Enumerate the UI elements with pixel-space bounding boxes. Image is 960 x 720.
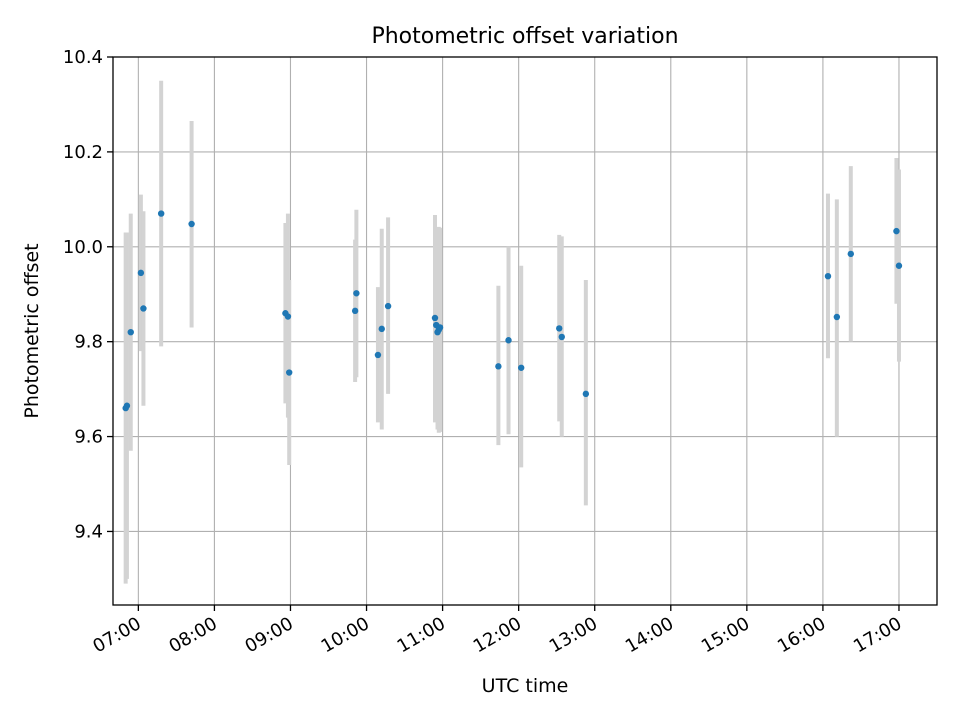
y-axis-label: Photometric offset	[21, 243, 43, 418]
data-point	[436, 324, 444, 331]
y-tick-label: 9.4	[74, 521, 103, 542]
data-point	[431, 314, 439, 322]
data-point	[188, 220, 195, 228]
data-point	[495, 363, 502, 370]
y-tick-label: 10.0	[63, 237, 103, 258]
data-point	[286, 369, 293, 376]
y-tick-label: 9.8	[74, 332, 103, 353]
y-tick-label: 10.2	[63, 142, 103, 163]
data-point	[847, 250, 854, 258]
data-point	[123, 402, 131, 409]
data-point	[833, 313, 841, 321]
data-point	[895, 262, 903, 269]
data-point	[824, 273, 832, 280]
y-tick-label: 9.6	[74, 427, 103, 448]
data-point	[505, 337, 512, 344]
data-point	[558, 333, 565, 341]
data-point	[893, 227, 900, 235]
data-point	[378, 325, 385, 333]
x-axis-label: UTC time	[482, 675, 569, 697]
data-point	[284, 313, 292, 320]
data-point	[140, 305, 147, 312]
data-point	[353, 290, 360, 297]
data-point	[374, 351, 382, 359]
chart-title: Photometric offset variation	[371, 24, 678, 49]
data-point	[517, 364, 525, 371]
data-point	[127, 328, 134, 336]
data-points	[122, 210, 903, 412]
data-point	[351, 307, 359, 315]
plot-frame	[112, 56, 938, 606]
data-point	[157, 210, 165, 217]
data-point	[582, 390, 590, 398]
data-point	[384, 302, 392, 310]
data-point	[137, 269, 145, 277]
data-point	[556, 325, 563, 332]
y-tick-label: 10.4	[63, 47, 103, 68]
